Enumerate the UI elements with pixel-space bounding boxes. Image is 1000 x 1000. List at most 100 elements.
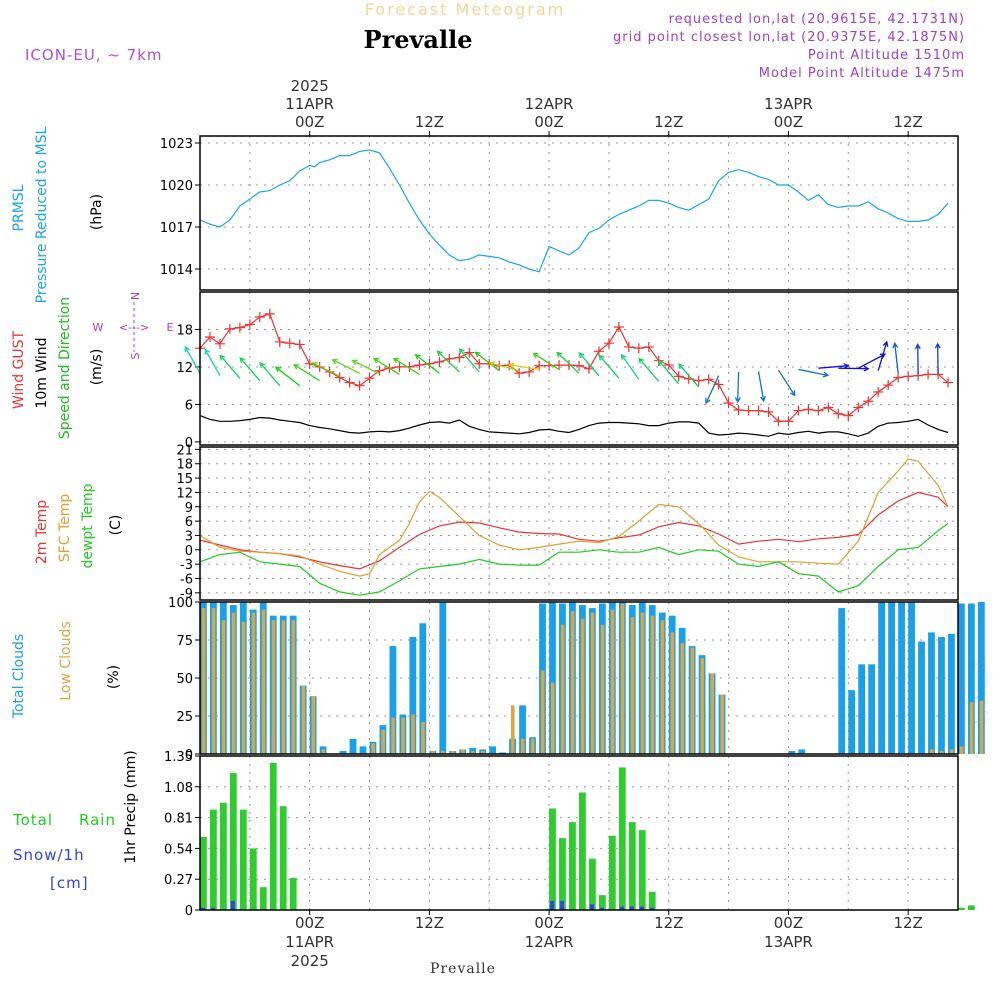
wind-direction-arrow	[204, 348, 221, 377]
low-cloud-bar	[640, 612, 645, 754]
wind-direction-arrow	[914, 343, 921, 375]
low-cloud-bar	[321, 749, 326, 754]
precip-rain-label: Rain	[79, 811, 116, 829]
gust-marker	[823, 402, 834, 413]
temperature-ytick-label: 21	[176, 443, 193, 458]
low-cloud-bar	[371, 743, 375, 754]
total-cloud-bar	[788, 750, 796, 754]
wind-arrow-shaft	[578, 352, 600, 377]
gust-marker	[753, 405, 764, 416]
precip-snow-label: Snow/1h	[13, 846, 85, 864]
low-cloud-bar	[311, 696, 316, 754]
wind-direction-arrow	[556, 351, 580, 374]
wind-direction-arrow	[274, 366, 301, 387]
gust-marker	[673, 371, 684, 382]
total-cloud-bar	[469, 747, 477, 754]
wind-direction-arrow	[598, 354, 620, 379]
total-cloud-bar	[349, 738, 357, 754]
low-cloud-bar	[540, 670, 545, 754]
low-cloud-bar	[461, 749, 465, 754]
wind-direction-arrow	[311, 362, 340, 377]
wind-direction-arrow	[777, 369, 796, 397]
total-cloud-bar	[928, 632, 935, 754]
precipitation-ytick-label: 1.08	[164, 781, 193, 796]
temperature-series-sfc-temp	[199, 458, 949, 577]
low-cloud-bar	[929, 749, 934, 754]
rain-bar	[638, 830, 646, 910]
low-cloud-bar	[530, 738, 535, 754]
low-cloud-bar	[979, 700, 984, 754]
low-cloud-bar	[471, 750, 475, 754]
wind-arrow-shaft	[556, 352, 580, 374]
wind-arrow-head	[274, 366, 282, 373]
forecast-subtitle: Forecast Meteogram	[365, 0, 565, 19]
precipitation-frame	[199, 755, 959, 911]
gust-marker	[783, 416, 794, 427]
low-cloud-bar	[949, 749, 954, 754]
model-point-altitude: Model Point Altitude 1475m	[759, 66, 965, 81]
rain-bar	[618, 767, 626, 910]
rain-bar	[579, 792, 586, 910]
pressure-ytick-label: 1017	[160, 221, 193, 236]
low-cloud-bar	[401, 717, 405, 754]
rain-bar	[279, 806, 287, 910]
gust-marker	[224, 323, 235, 334]
snow-bar	[230, 900, 235, 910]
gust-marker	[893, 372, 904, 383]
wind-arrow-shaft	[459, 348, 480, 373]
gust-marker	[254, 311, 265, 322]
gust-marker	[564, 360, 575, 371]
gust-marker	[364, 373, 375, 384]
wind-arrow-shaft	[373, 357, 400, 375]
wind-arrow-shaft	[239, 357, 261, 382]
wind-direction-arrow	[934, 342, 941, 374]
time-label-bottom: 00Z	[774, 914, 803, 932]
temperature-ytick-label: -6	[180, 572, 193, 587]
gust-marker	[853, 402, 864, 413]
wind-arrow-head	[822, 371, 830, 378]
temp-unit: (C)	[108, 515, 124, 536]
wind-arrow-shaft	[678, 363, 700, 388]
wind-arrow-shaft	[275, 366, 301, 387]
gust-marker	[284, 338, 295, 349]
rain-bar	[209, 809, 217, 910]
gust-marker	[643, 341, 654, 352]
time-label-bottom: 00Z	[295, 914, 324, 932]
wind-arrow-head	[351, 359, 358, 365]
gust-marker	[863, 396, 874, 407]
snow-bar	[629, 906, 634, 910]
wind-arrow-shaft	[598, 355, 620, 379]
clouds-ytick-label: 25	[176, 710, 193, 725]
wind-direction-arrow	[658, 360, 680, 385]
rain-bar	[648, 891, 656, 910]
temp-2m-label: 2m Temp	[34, 500, 50, 564]
low-cloud-bar	[211, 608, 216, 754]
low-cloud-bar	[231, 612, 236, 754]
wind-direction-arrow	[293, 364, 321, 382]
low-cloud-bar	[221, 620, 226, 754]
compass-e: E	[167, 321, 174, 334]
wind-arrow-head	[620, 353, 627, 360]
date-label-top: 13APR	[764, 95, 813, 113]
wind-arrow-shaft	[489, 362, 520, 372]
wind-arrow-head	[658, 360, 665, 367]
wind-direction-arrow	[219, 354, 241, 379]
gust-marker	[374, 365, 385, 376]
clouds-ytick-label: 75	[176, 634, 193, 649]
footer-location: Prevalle	[430, 961, 496, 977]
gust-marker	[204, 331, 215, 342]
precip-axis-label: 1hr Precip (mm)	[123, 750, 139, 863]
wind-panel: 0 6 12 18	[176, 291, 959, 451]
grid-point-coords: grid point closest lon,lat (20.9375E, 42…	[613, 30, 965, 45]
compass-s: S	[129, 352, 142, 359]
wind-arrow-shaft	[475, 351, 500, 372]
wind-arrow-head	[843, 363, 850, 369]
wind-arrow-head	[239, 356, 246, 363]
wind-ytick-label: 6	[185, 398, 193, 413]
total-cloud-bar	[888, 602, 895, 754]
wind-arrow-shaft	[737, 371, 740, 402]
cloud-unit: (%)	[106, 665, 122, 689]
low-cloud-bar	[620, 603, 625, 754]
